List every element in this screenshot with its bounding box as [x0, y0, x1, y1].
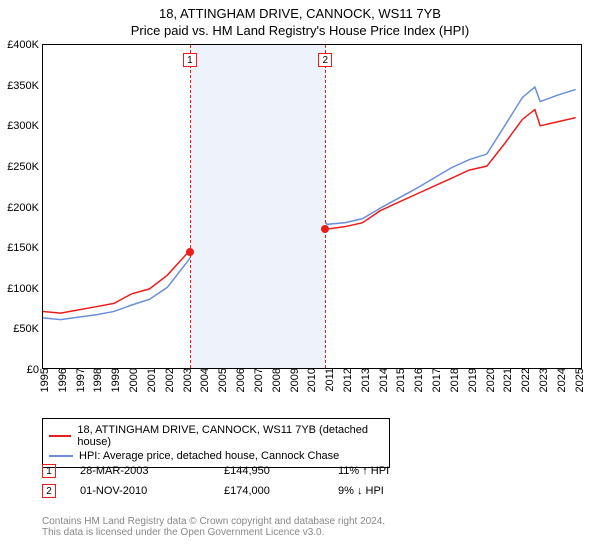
event-price: £174,000 [224, 485, 314, 497]
x-axis-tick: 2006 [231, 368, 247, 392]
x-axis-tick: 2002 [160, 368, 176, 392]
x-axis-tick: 2007 [249, 368, 265, 392]
x-axis-tick: 2010 [302, 368, 318, 392]
x-axis-tick: 2021 [498, 368, 514, 392]
event-marker-label: 1 [183, 53, 197, 67]
event-date: 28-MAR-2003 [80, 465, 200, 477]
y-axis-tick: £50K [13, 323, 43, 335]
x-axis-tick: 2012 [338, 368, 354, 392]
y-axis-tick: £350K [7, 80, 43, 92]
x-axis-tick: 2001 [142, 368, 158, 392]
x-axis-tick: 2004 [195, 368, 211, 392]
x-axis-tick: 2014 [374, 368, 390, 392]
x-axis-tick: 2011 [320, 368, 336, 392]
event-dot [321, 225, 329, 233]
x-axis-tick: 2008 [267, 368, 283, 392]
x-axis-tick: 2016 [409, 368, 425, 392]
x-axis-tick: 1996 [53, 368, 69, 392]
y-axis-tick: £200K [7, 202, 43, 214]
event-date: 01-NOV-2010 [80, 485, 200, 497]
footer-line-2: This data is licensed under the Open Gov… [42, 527, 385, 538]
events-table: 1 28-MAR-2003 £144,950 11% ↑ HPI 2 01-NOV-201… [42, 461, 389, 501]
x-axis-tick: 2017 [427, 368, 443, 392]
y-axis-tick: £300K [7, 120, 43, 132]
x-axis-tick: 2024 [552, 368, 568, 392]
x-axis-tick: 1997 [71, 368, 87, 392]
y-axis-tick: £100K [7, 283, 43, 295]
legend-label: 18, ATTINGHAM DRIVE, CANNOCK, WS11 7YB (… [77, 424, 383, 448]
x-axis-tick: 2015 [391, 368, 407, 392]
event-number: 2 [42, 484, 56, 498]
x-axis-tick: 2009 [285, 368, 301, 392]
legend-swatch [49, 435, 71, 437]
x-axis-tick: 2023 [534, 368, 550, 392]
x-axis-tick: 2022 [516, 368, 532, 392]
x-axis-tick: 1998 [88, 368, 104, 392]
price-chart: £0£50K£100K£150K£200K£250K£300K£350K£400… [42, 44, 582, 369]
footer-line-1: Contains HM Land Registry data © Crown c… [42, 516, 385, 527]
x-axis-tick: 2025 [570, 368, 586, 392]
event-dot [186, 248, 194, 256]
x-axis-tick: 2018 [445, 368, 461, 392]
y-axis-tick: £150K [7, 242, 43, 254]
event-price: £144,950 [224, 465, 314, 477]
legend-swatch [49, 455, 73, 457]
event-row: 2 01-NOV-2010 £174,000 9% ↓ HPI [42, 481, 389, 501]
event-marker-line [325, 45, 326, 368]
x-axis-tick: 2000 [124, 368, 140, 392]
y-axis-tick: £400K [7, 39, 43, 51]
event-row: 1 28-MAR-2003 £144,950 11% ↑ HPI [42, 461, 389, 481]
event-delta: 11% ↑ HPI [338, 465, 389, 477]
y-axis-tick: £250K [7, 161, 43, 173]
x-axis-tick: 1995 [35, 368, 51, 392]
event-marker-line [190, 45, 191, 368]
chart-subtitle: Price paid vs. HM Land Registry's House … [0, 21, 600, 44]
x-axis-tick: 2020 [481, 368, 497, 392]
event-number: 1 [42, 464, 56, 478]
x-axis-tick: 2003 [178, 368, 194, 392]
chart-title: 18, ATTINGHAM DRIVE, CANNOCK, WS11 7YB [0, 0, 600, 21]
event-marker-label: 2 [318, 53, 332, 67]
footer-text: Contains HM Land Registry data © Crown c… [42, 516, 385, 538]
legend-item: 18, ATTINGHAM DRIVE, CANNOCK, WS11 7YB (… [49, 423, 383, 449]
x-axis-tick: 2019 [463, 368, 479, 392]
x-axis-tick: 1999 [106, 368, 122, 392]
highlight-band [190, 45, 325, 368]
event-delta: 9% ↓ HPI [338, 485, 384, 497]
x-axis-tick: 2005 [213, 368, 229, 392]
x-axis-tick: 2013 [356, 368, 372, 392]
